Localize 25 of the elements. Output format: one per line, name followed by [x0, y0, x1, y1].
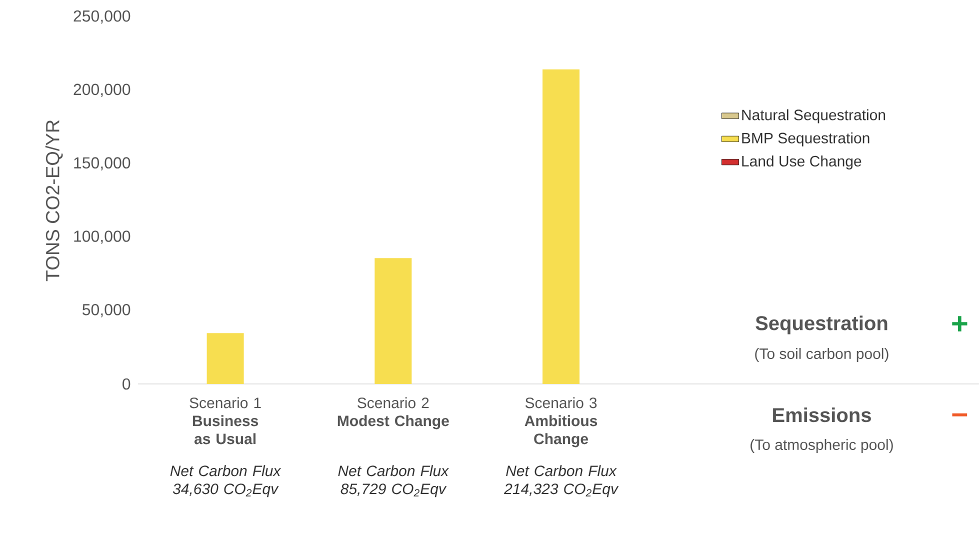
text: Net Carbon Flux 34,630 CO$_{2}$Eqv — [170, 465, 282, 498]
text: (To atmospheric pool) — [750, 439, 893, 453]
text: Net Carbon Flux 85,729 CO$_{2}$Eqv — [338, 465, 450, 498]
text: + — [952, 316, 968, 332]
y-tick-label: 0 — [122, 378, 130, 390]
y-tick-label: 150,000 — [74, 157, 130, 170]
legend-label: Land Use Change — [742, 156, 862, 170]
y-tick-label: 200,000 — [74, 84, 130, 97]
x-tick-label: Scenario 1 Business as Usual — [190, 397, 261, 444]
text: Net Carbon Flux 214,323 CO$_{2}$Eqv — [504, 465, 619, 498]
legend-label: Natural Sequestration — [742, 109, 886, 124]
y-tick-label: 100,000 — [74, 230, 130, 244]
y-tick-label: 50,000 — [82, 304, 130, 318]
text: – — [952, 413, 968, 416]
bar — [542, 69, 580, 384]
y-axis-title: TONS CO2-EQ/YR — [45, 120, 63, 282]
y-tick-label: 250,000 — [74, 10, 130, 24]
text: Emissions — [773, 407, 871, 422]
text: Sequestration — [756, 316, 888, 334]
bar — [374, 258, 412, 384]
x-tick-label: Scenario 3 Ambitious Change — [524, 397, 598, 448]
bar — [206, 333, 244, 384]
text: (To soil carbon pool) — [755, 348, 888, 362]
x-tick-label: Scenario 2 Modest Change — [338, 397, 449, 430]
legend-label: BMP Sequestration — [742, 132, 870, 146]
